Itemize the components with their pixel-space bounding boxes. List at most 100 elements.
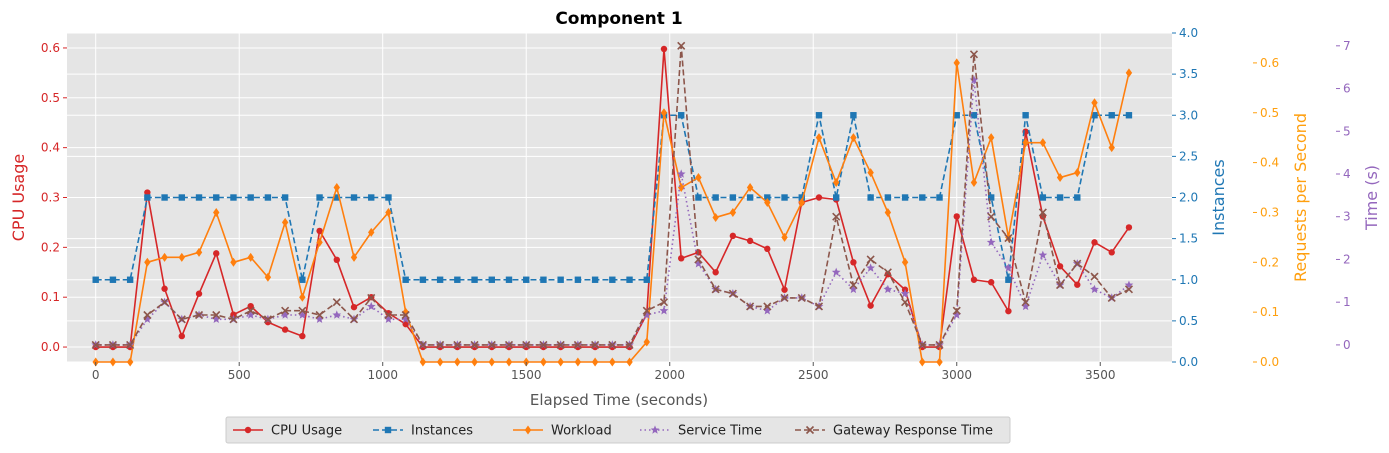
data-point bbox=[281, 217, 289, 227]
time-tick-label: 7 bbox=[1343, 39, 1351, 53]
data-point bbox=[918, 340, 927, 349]
data-point bbox=[402, 320, 409, 328]
data-point bbox=[850, 133, 857, 143]
data-point bbox=[247, 194, 254, 201]
data-point bbox=[177, 315, 186, 324]
x-tick-label: 2000 bbox=[654, 368, 685, 382]
legend-marker bbox=[384, 426, 392, 434]
data-point bbox=[350, 303, 358, 311]
data-point bbox=[522, 340, 531, 349]
data-point bbox=[798, 194, 805, 201]
data-point bbox=[142, 314, 152, 323]
data-point bbox=[178, 194, 186, 201]
data-point bbox=[1055, 281, 1065, 290]
data-point bbox=[453, 340, 462, 349]
data-point bbox=[659, 306, 669, 315]
legend-label: CPU Usage bbox=[271, 424, 342, 439]
time-tick-label: 5 bbox=[1343, 124, 1351, 138]
data-point bbox=[970, 178, 978, 188]
data-point bbox=[109, 276, 117, 283]
data-point bbox=[1124, 285, 1134, 294]
data-point bbox=[1125, 68, 1133, 78]
data-point bbox=[366, 301, 376, 311]
series-gateway-response-time bbox=[91, 41, 1134, 349]
data-point bbox=[643, 276, 650, 283]
rps-tick-label: 0.6 bbox=[1260, 56, 1279, 70]
data-point bbox=[280, 310, 290, 319]
data-point bbox=[213, 207, 220, 217]
data-point bbox=[625, 340, 634, 349]
data-point bbox=[764, 194, 771, 201]
data-point bbox=[574, 357, 582, 367]
data-point bbox=[659, 298, 669, 307]
data-point bbox=[368, 194, 375, 201]
data-point bbox=[609, 357, 616, 367]
data-point bbox=[643, 337, 650, 347]
data-point bbox=[419, 357, 427, 367]
data-point bbox=[901, 194, 909, 201]
data-point bbox=[368, 227, 375, 237]
data-point bbox=[642, 310, 652, 319]
data-point bbox=[712, 212, 719, 222]
data-point bbox=[969, 50, 979, 59]
time-axis-label: Time (s) bbox=[1362, 165, 1381, 231]
x-tick-label: 0 bbox=[92, 368, 100, 382]
data-point bbox=[299, 332, 306, 340]
data-point bbox=[850, 112, 857, 119]
data-point bbox=[1074, 281, 1081, 288]
data-point bbox=[780, 293, 789, 302]
data-point bbox=[213, 250, 220, 257]
data-point bbox=[470, 340, 479, 349]
data-point bbox=[608, 340, 617, 349]
data-point bbox=[281, 326, 289, 333]
data-point bbox=[987, 212, 996, 221]
data-point bbox=[815, 194, 823, 201]
rps-tick-label: 0.1 bbox=[1260, 305, 1279, 319]
data-point bbox=[1005, 276, 1012, 283]
data-point bbox=[591, 276, 599, 283]
data-point bbox=[935, 340, 944, 349]
data-point bbox=[299, 292, 306, 302]
data-point bbox=[695, 173, 702, 183]
legend-marker bbox=[244, 426, 252, 434]
data-point bbox=[454, 357, 461, 367]
data-point bbox=[781, 286, 788, 293]
rps-tick-label: 0.2 bbox=[1260, 255, 1279, 269]
data-point bbox=[454, 276, 461, 283]
data-point bbox=[419, 276, 427, 283]
instances-tick-label: 0.5 bbox=[1179, 314, 1198, 328]
data-point bbox=[746, 183, 754, 193]
data-point bbox=[126, 357, 134, 367]
data-point bbox=[229, 315, 238, 324]
data-point bbox=[436, 276, 444, 283]
data-point bbox=[384, 310, 393, 320]
data-point bbox=[746, 194, 754, 201]
data-point bbox=[936, 194, 943, 201]
data-point bbox=[574, 276, 582, 283]
data-point bbox=[815, 112, 823, 119]
data-point bbox=[471, 357, 478, 367]
data-point bbox=[986, 237, 996, 247]
data-point bbox=[436, 357, 444, 367]
data-point bbox=[746, 302, 755, 311]
data-point bbox=[247, 252, 254, 262]
data-point bbox=[367, 293, 376, 302]
legend-label: Gateway Response Time bbox=[833, 424, 993, 439]
data-point bbox=[695, 194, 702, 201]
data-point bbox=[970, 112, 978, 119]
data-point bbox=[384, 314, 393, 323]
data-point bbox=[350, 252, 358, 262]
data-point bbox=[213, 194, 220, 201]
data-point bbox=[849, 281, 858, 290]
cpu-axis-label: CPU Usage bbox=[9, 154, 28, 241]
data-point bbox=[211, 314, 221, 323]
data-point bbox=[987, 279, 995, 286]
data-point bbox=[385, 207, 392, 217]
data-point bbox=[385, 309, 392, 317]
cpu-tick-label: 0.2 bbox=[41, 240, 60, 254]
data-point bbox=[264, 194, 272, 201]
data-point bbox=[1125, 224, 1133, 231]
cpu-tick-label: 0.5 bbox=[41, 91, 60, 105]
data-point bbox=[763, 302, 772, 311]
data-point bbox=[540, 357, 547, 367]
